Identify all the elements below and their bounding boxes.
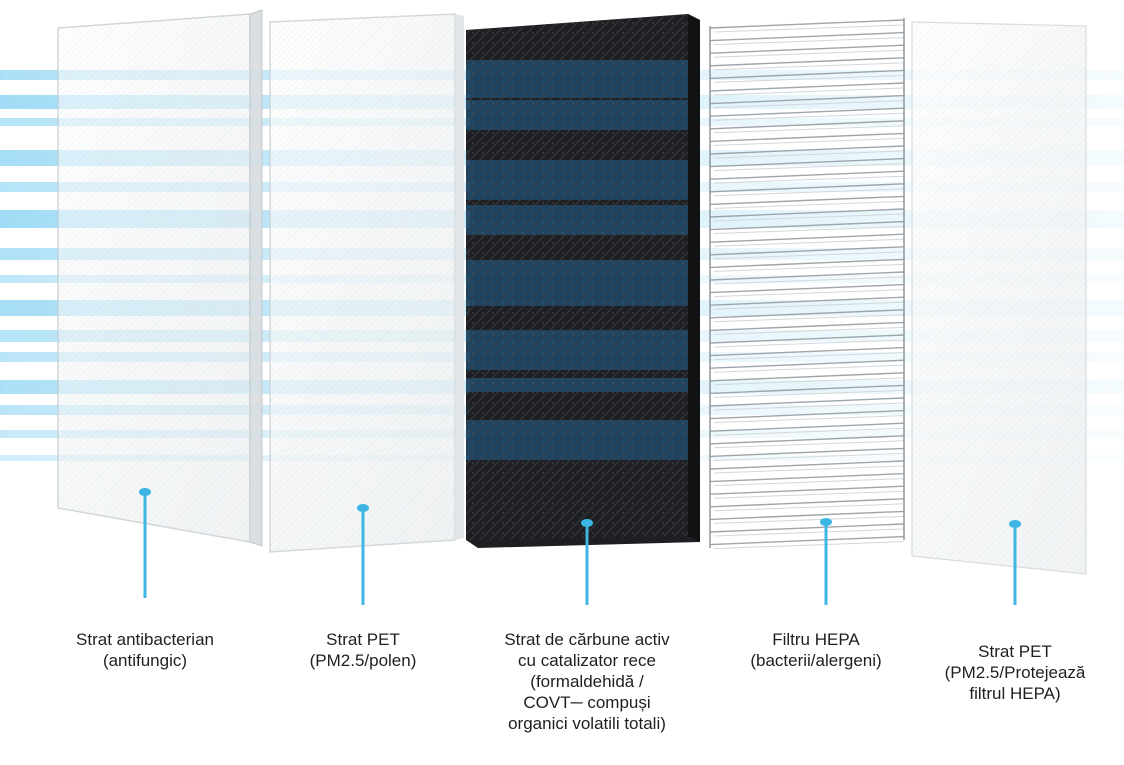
label-line: Strat PET xyxy=(326,630,400,649)
pet-panel-2 xyxy=(911,21,1087,575)
leader-line-pet-1 xyxy=(357,504,369,605)
label-antibacterial: Strat antibacterian (antifungic) xyxy=(40,629,250,671)
label-line: (PM2.5/polen) xyxy=(309,651,417,670)
carbon-panel xyxy=(466,14,700,548)
label-line: Strat antibacterian xyxy=(76,630,214,649)
leader-line-hepa xyxy=(820,518,832,605)
label-pet-1: Strat PET (PM2.5/polen) xyxy=(273,629,453,671)
leader-line-pet-2 xyxy=(1009,520,1021,605)
label-carbon: Strat de cărbune activ cu catalizator re… xyxy=(472,629,702,734)
label-hepa: Filtru HEPA (bacterii/alergeni) xyxy=(718,629,914,671)
label-line: COVT─ compuși xyxy=(523,693,651,712)
airflow-overlay xyxy=(0,70,470,461)
label-line: filtrul HEPA) xyxy=(969,684,1061,703)
label-line: (PM2.5/Protejează xyxy=(944,663,1086,682)
hepa-panel xyxy=(709,18,905,550)
label-line: (antifungic) xyxy=(102,651,188,670)
label-line: organici volatili totali) xyxy=(508,714,666,733)
leader-line-antibacterial xyxy=(139,488,151,598)
label-line: cu catalizator rece xyxy=(518,651,656,670)
label-line: (bacterii/alergeni) xyxy=(750,651,882,670)
leader-line-carbon xyxy=(581,519,593,605)
label-line: Strat PET xyxy=(978,642,1052,661)
label-line: (formaldehidă / xyxy=(530,672,644,691)
label-line: Strat de cărbune activ xyxy=(504,630,670,649)
label-pet-2: Strat PET (PM2.5/Protejează filtrul HEPA… xyxy=(925,641,1105,704)
label-line: Filtru HEPA xyxy=(772,630,860,649)
